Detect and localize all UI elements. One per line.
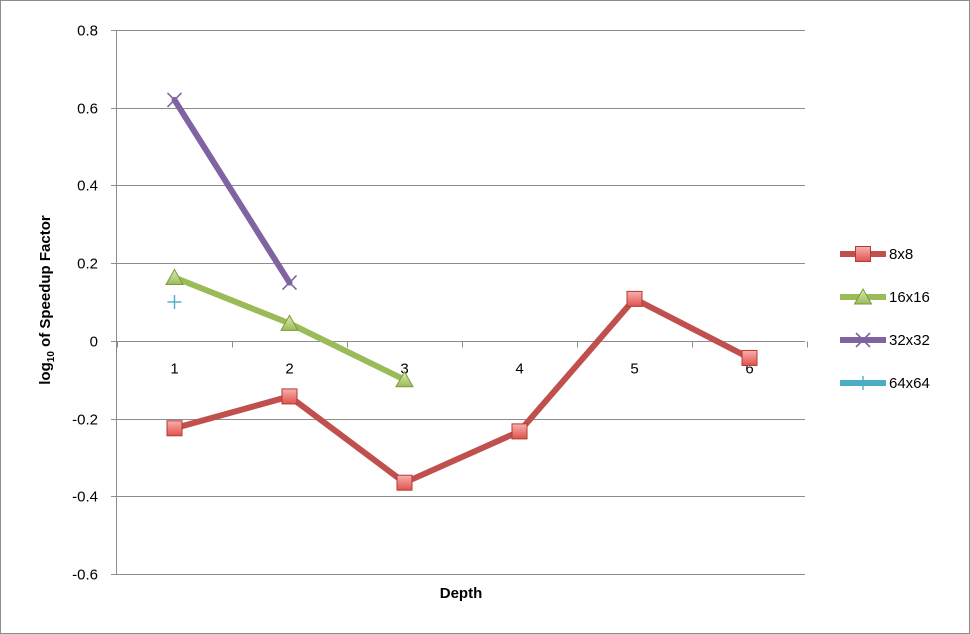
series-layer — [165, 92, 758, 491]
series-64x64 — [167, 295, 182, 309]
y-tick-label: 0.4 — [77, 178, 98, 195]
data-point — [741, 349, 758, 366]
legend-item-8x8: 8x8 — [840, 246, 913, 263]
x-axis-title: Depth — [440, 585, 483, 602]
y-tick-label: 0.8 — [77, 23, 98, 40]
legend-item-16x16: 16x16 — [840, 287, 930, 306]
legend-marker — [855, 246, 871, 262]
x-tick-label: 1 — [170, 361, 178, 378]
series-32x32 — [166, 92, 298, 291]
marker-stroke — [281, 275, 298, 291]
y-tick-label: -0.2 — [72, 412, 98, 429]
data-point — [626, 290, 643, 307]
series-16x16 — [165, 268, 414, 388]
data-point — [166, 420, 183, 437]
x-tick-label: 4 — [515, 361, 523, 378]
y-tick-labels: 0.8 0.6 0.4 0.2 0 -0.2 -0.4 -0.6 — [72, 23, 98, 584]
gridlines — [116, 30, 805, 575]
x-tick-label: 5 — [630, 361, 638, 378]
y-tick-label: 0.2 — [77, 256, 98, 273]
x-tick-labels: 1 2 3 4 5 6 — [170, 361, 753, 378]
y-axis-title: log10 of Speedup Factor — [37, 215, 57, 385]
legend-item-64x64: 64x64 — [840, 375, 930, 392]
legend-marker — [855, 332, 871, 348]
data-point — [281, 388, 298, 405]
legend-label: 64x64 — [889, 375, 930, 392]
data-point — [395, 370, 414, 388]
data-point — [281, 275, 298, 291]
series-line — [171, 96, 293, 286]
y-axis-title-prefix: log — [37, 362, 54, 385]
marker-stroke — [166, 92, 183, 108]
y-tick-label: -0.6 — [72, 567, 98, 584]
marker-stroke — [855, 332, 871, 348]
axes — [111, 30, 808, 575]
y-tick-label: 0.6 — [77, 101, 98, 118]
y-axis-title-suffix: of Speedup Factor — [37, 215, 54, 351]
x-tick-label: 2 — [285, 361, 293, 378]
legend-marker — [853, 287, 873, 305]
series-8x8 — [166, 290, 758, 491]
x-tick-label: 3 — [400, 361, 408, 378]
y-axis-title-subscript: 10 — [46, 351, 57, 363]
legend-marker — [856, 376, 870, 390]
data-point — [165, 268, 184, 286]
data-point — [167, 295, 182, 309]
data-point — [280, 314, 299, 331]
legend-label: 32x32 — [889, 332, 930, 349]
data-point — [511, 423, 528, 440]
legend: 8x8 16x16 32x32 64x64 — [840, 246, 930, 392]
series-line — [171, 295, 753, 486]
legend-item-32x32: 32x32 — [840, 332, 930, 349]
legend-label: 16x16 — [889, 289, 930, 306]
data-point — [396, 474, 413, 491]
x-tick-label: 6 — [745, 361, 753, 378]
legend-label: 8x8 — [889, 246, 913, 263]
data-point — [166, 92, 183, 108]
y-tick-label: -0.4 — [72, 489, 98, 506]
y-tick-label: 0 — [90, 334, 98, 351]
